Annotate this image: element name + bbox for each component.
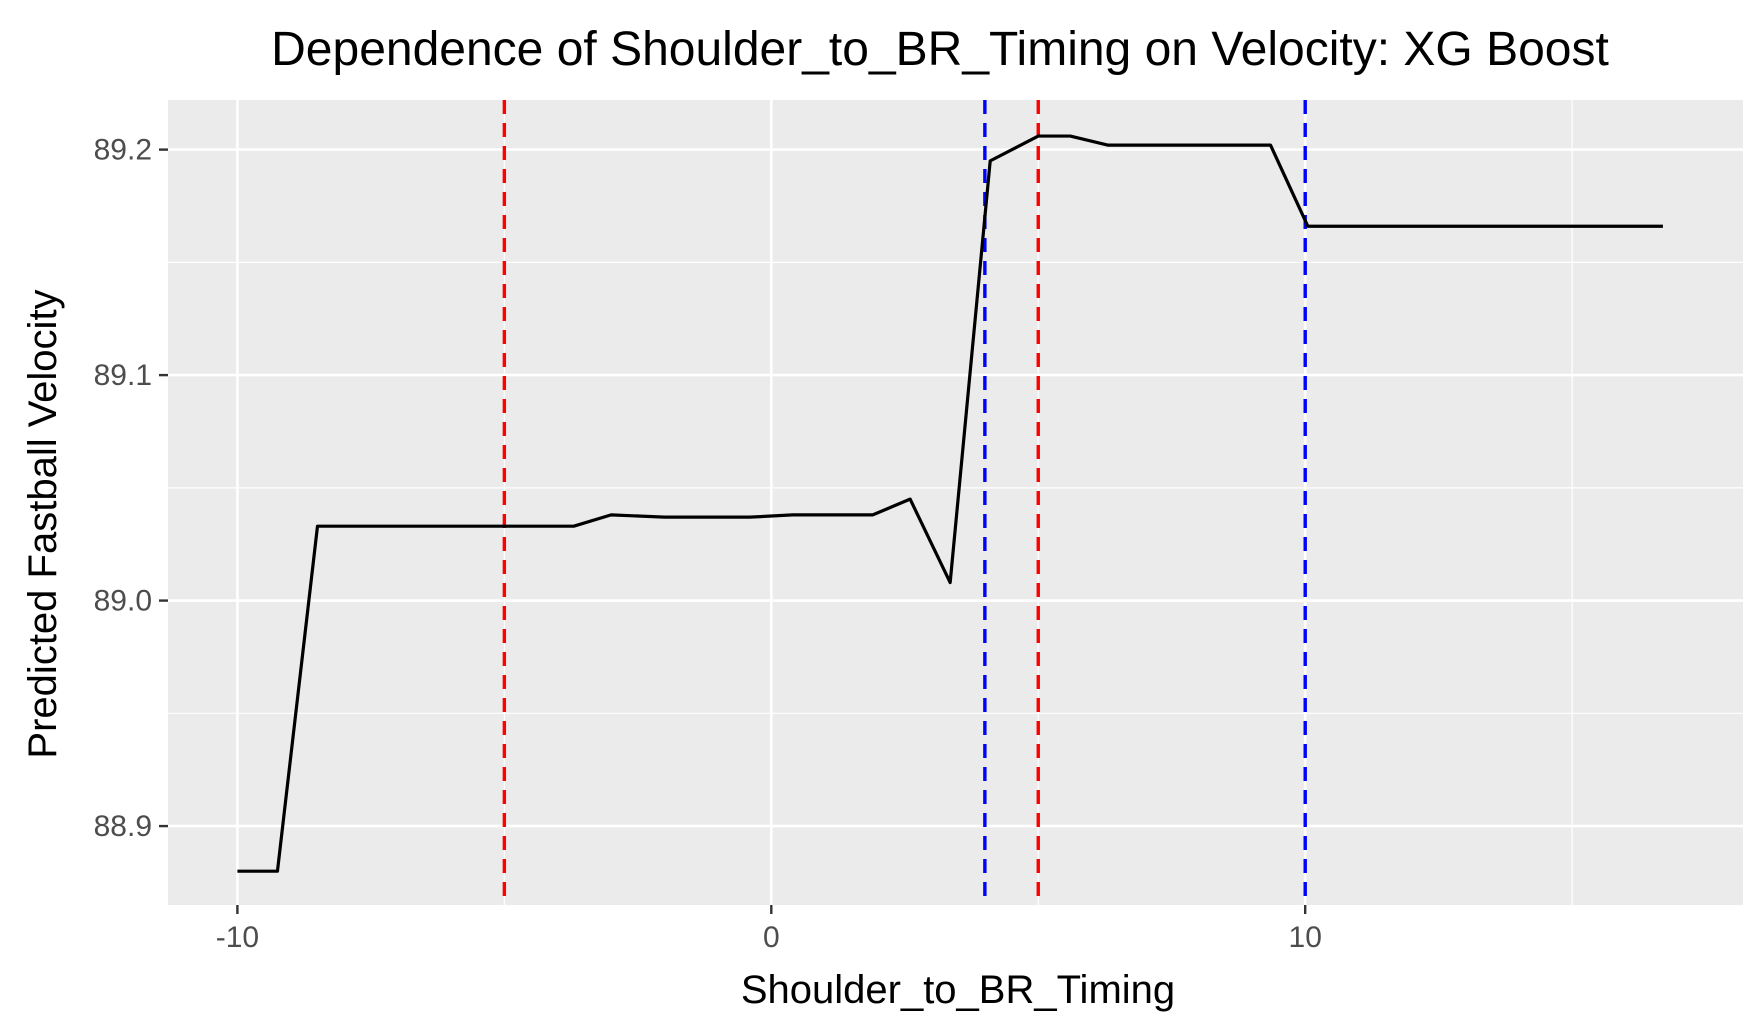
- x-tick-label: 0: [763, 921, 780, 954]
- series-group: [237, 134, 1663, 873]
- tick-labels: -10 0 10 88.9 89.0 89.1 89.2: [94, 134, 1322, 954]
- axis-ticks: [159, 148, 1307, 914]
- reference-lines: [502, 100, 1307, 905]
- y-tick-label: 89.0: [94, 585, 152, 618]
- x-tick-label: -10: [216, 921, 259, 954]
- x-axis-title: Shoulder_to_BR_Timing: [741, 968, 1175, 1012]
- y-axis-title: Predicted Fastball Velocity: [21, 289, 65, 758]
- x-tick-label: 10: [1289, 921, 1322, 954]
- chart-title: Dependence of Shoulder_to_BR_Timing on V…: [271, 23, 1609, 76]
- y-tick-label: 89.1: [94, 359, 152, 392]
- plot-panel: [168, 100, 1743, 905]
- series-line: [237, 134, 1663, 873]
- y-tick-label: 88.9: [94, 810, 152, 843]
- y-tick-label: 89.2: [94, 134, 152, 167]
- minor-gridlines: [168, 100, 1743, 905]
